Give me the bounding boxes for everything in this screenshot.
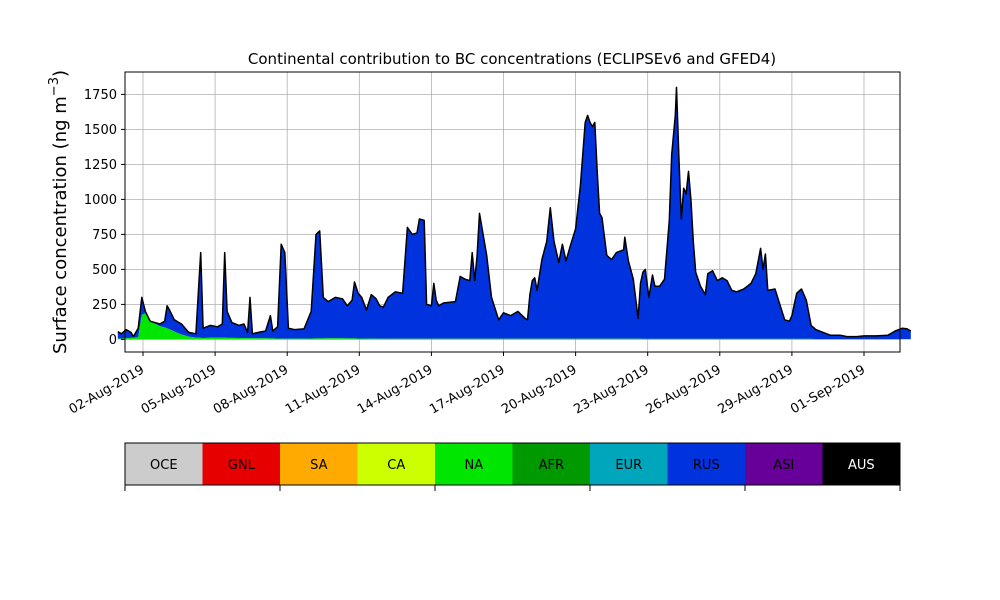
legend-label-oce: OCE bbox=[150, 458, 178, 473]
x-tick-label: 17-Aug-2019 bbox=[427, 362, 507, 417]
legend-label-afr: AFR bbox=[539, 458, 564, 473]
legend-label-eur: EUR bbox=[615, 458, 642, 473]
y-tick-label: 1500 bbox=[84, 123, 117, 138]
x-tick-label: 26-Aug-2019 bbox=[643, 362, 723, 417]
x-tick-label: 08-Aug-2019 bbox=[211, 362, 291, 417]
legend-label-na: NA bbox=[464, 458, 483, 473]
legend-swatch-rus bbox=[667, 443, 746, 485]
total-line bbox=[117, 86, 912, 338]
x-tick-label: 05-Aug-2019 bbox=[139, 362, 219, 417]
x-tick-label: 11-Aug-2019 bbox=[283, 362, 363, 417]
x-tick-label: 01-Sep-2019 bbox=[788, 362, 868, 417]
x-tick-label: 29-Aug-2019 bbox=[716, 362, 796, 417]
legend-label-ca: CA bbox=[387, 458, 405, 473]
y-tick-label: 1000 bbox=[84, 193, 117, 208]
series-areas bbox=[117, 87, 911, 340]
legend-label-sa: SA bbox=[310, 458, 327, 473]
legend-label-asi: ASI bbox=[773, 458, 794, 473]
y-tick-label: 500 bbox=[92, 263, 117, 278]
x-axis-ticks: 02-Aug-201905-Aug-201908-Aug-201911-Aug-… bbox=[67, 352, 868, 418]
legend-frame bbox=[124, 442, 901, 486]
legend-colorbar: OCE GNL SA CA NA AFR EUR RUS ASI AUS bbox=[124, 442, 901, 491]
legend-swatch-eur bbox=[590, 443, 668, 485]
legend-swatch-asi bbox=[745, 443, 823, 485]
y-axis-label-exponent: −3 bbox=[47, 77, 62, 96]
legend-label-aus: AUS bbox=[848, 458, 875, 473]
legend-swatch-afr bbox=[512, 443, 591, 485]
plot-frame bbox=[124, 71, 901, 353]
legend-swatch-aus bbox=[822, 443, 901, 485]
legend-label-gnl: GNL bbox=[228, 458, 256, 473]
y-axis-label: Surface concentration (ng m−3) bbox=[47, 70, 71, 354]
y-tick-label: 250 bbox=[92, 298, 117, 313]
chart-title: Continental contribution to BC concentra… bbox=[248, 50, 776, 68]
total-outline bbox=[117, 86, 912, 338]
y-tick-label: 1750 bbox=[84, 88, 117, 103]
legend-label-rus: RUS bbox=[693, 458, 720, 473]
x-tick-label: 20-Aug-2019 bbox=[499, 362, 579, 417]
series-area-rus bbox=[117, 87, 911, 340]
x-tick-label: 02-Aug-2019 bbox=[67, 362, 147, 417]
legend-swatch-sa bbox=[280, 443, 358, 485]
legend-swatch-gnl bbox=[202, 443, 281, 485]
y-axis-ticks: 0 250 500 750 1000 1250 1500 1750 bbox=[84, 88, 125, 348]
y-tick-label: 0 bbox=[109, 333, 117, 348]
legend-swatch-ca bbox=[357, 443, 436, 485]
x-tick-label: 23-Aug-2019 bbox=[571, 362, 651, 417]
y-axis-label-main: Surface concentration (ng m bbox=[50, 96, 71, 354]
y-tick-label: 750 bbox=[92, 228, 117, 243]
y-axis-label-close: ) bbox=[50, 70, 71, 77]
legend-swatch-oce bbox=[125, 443, 203, 485]
grid-lines bbox=[125, 72, 900, 352]
x-tick-label: 14-Aug-2019 bbox=[355, 362, 435, 417]
legend-swatch-na bbox=[435, 443, 513, 485]
y-tick-label: 1250 bbox=[84, 158, 117, 173]
